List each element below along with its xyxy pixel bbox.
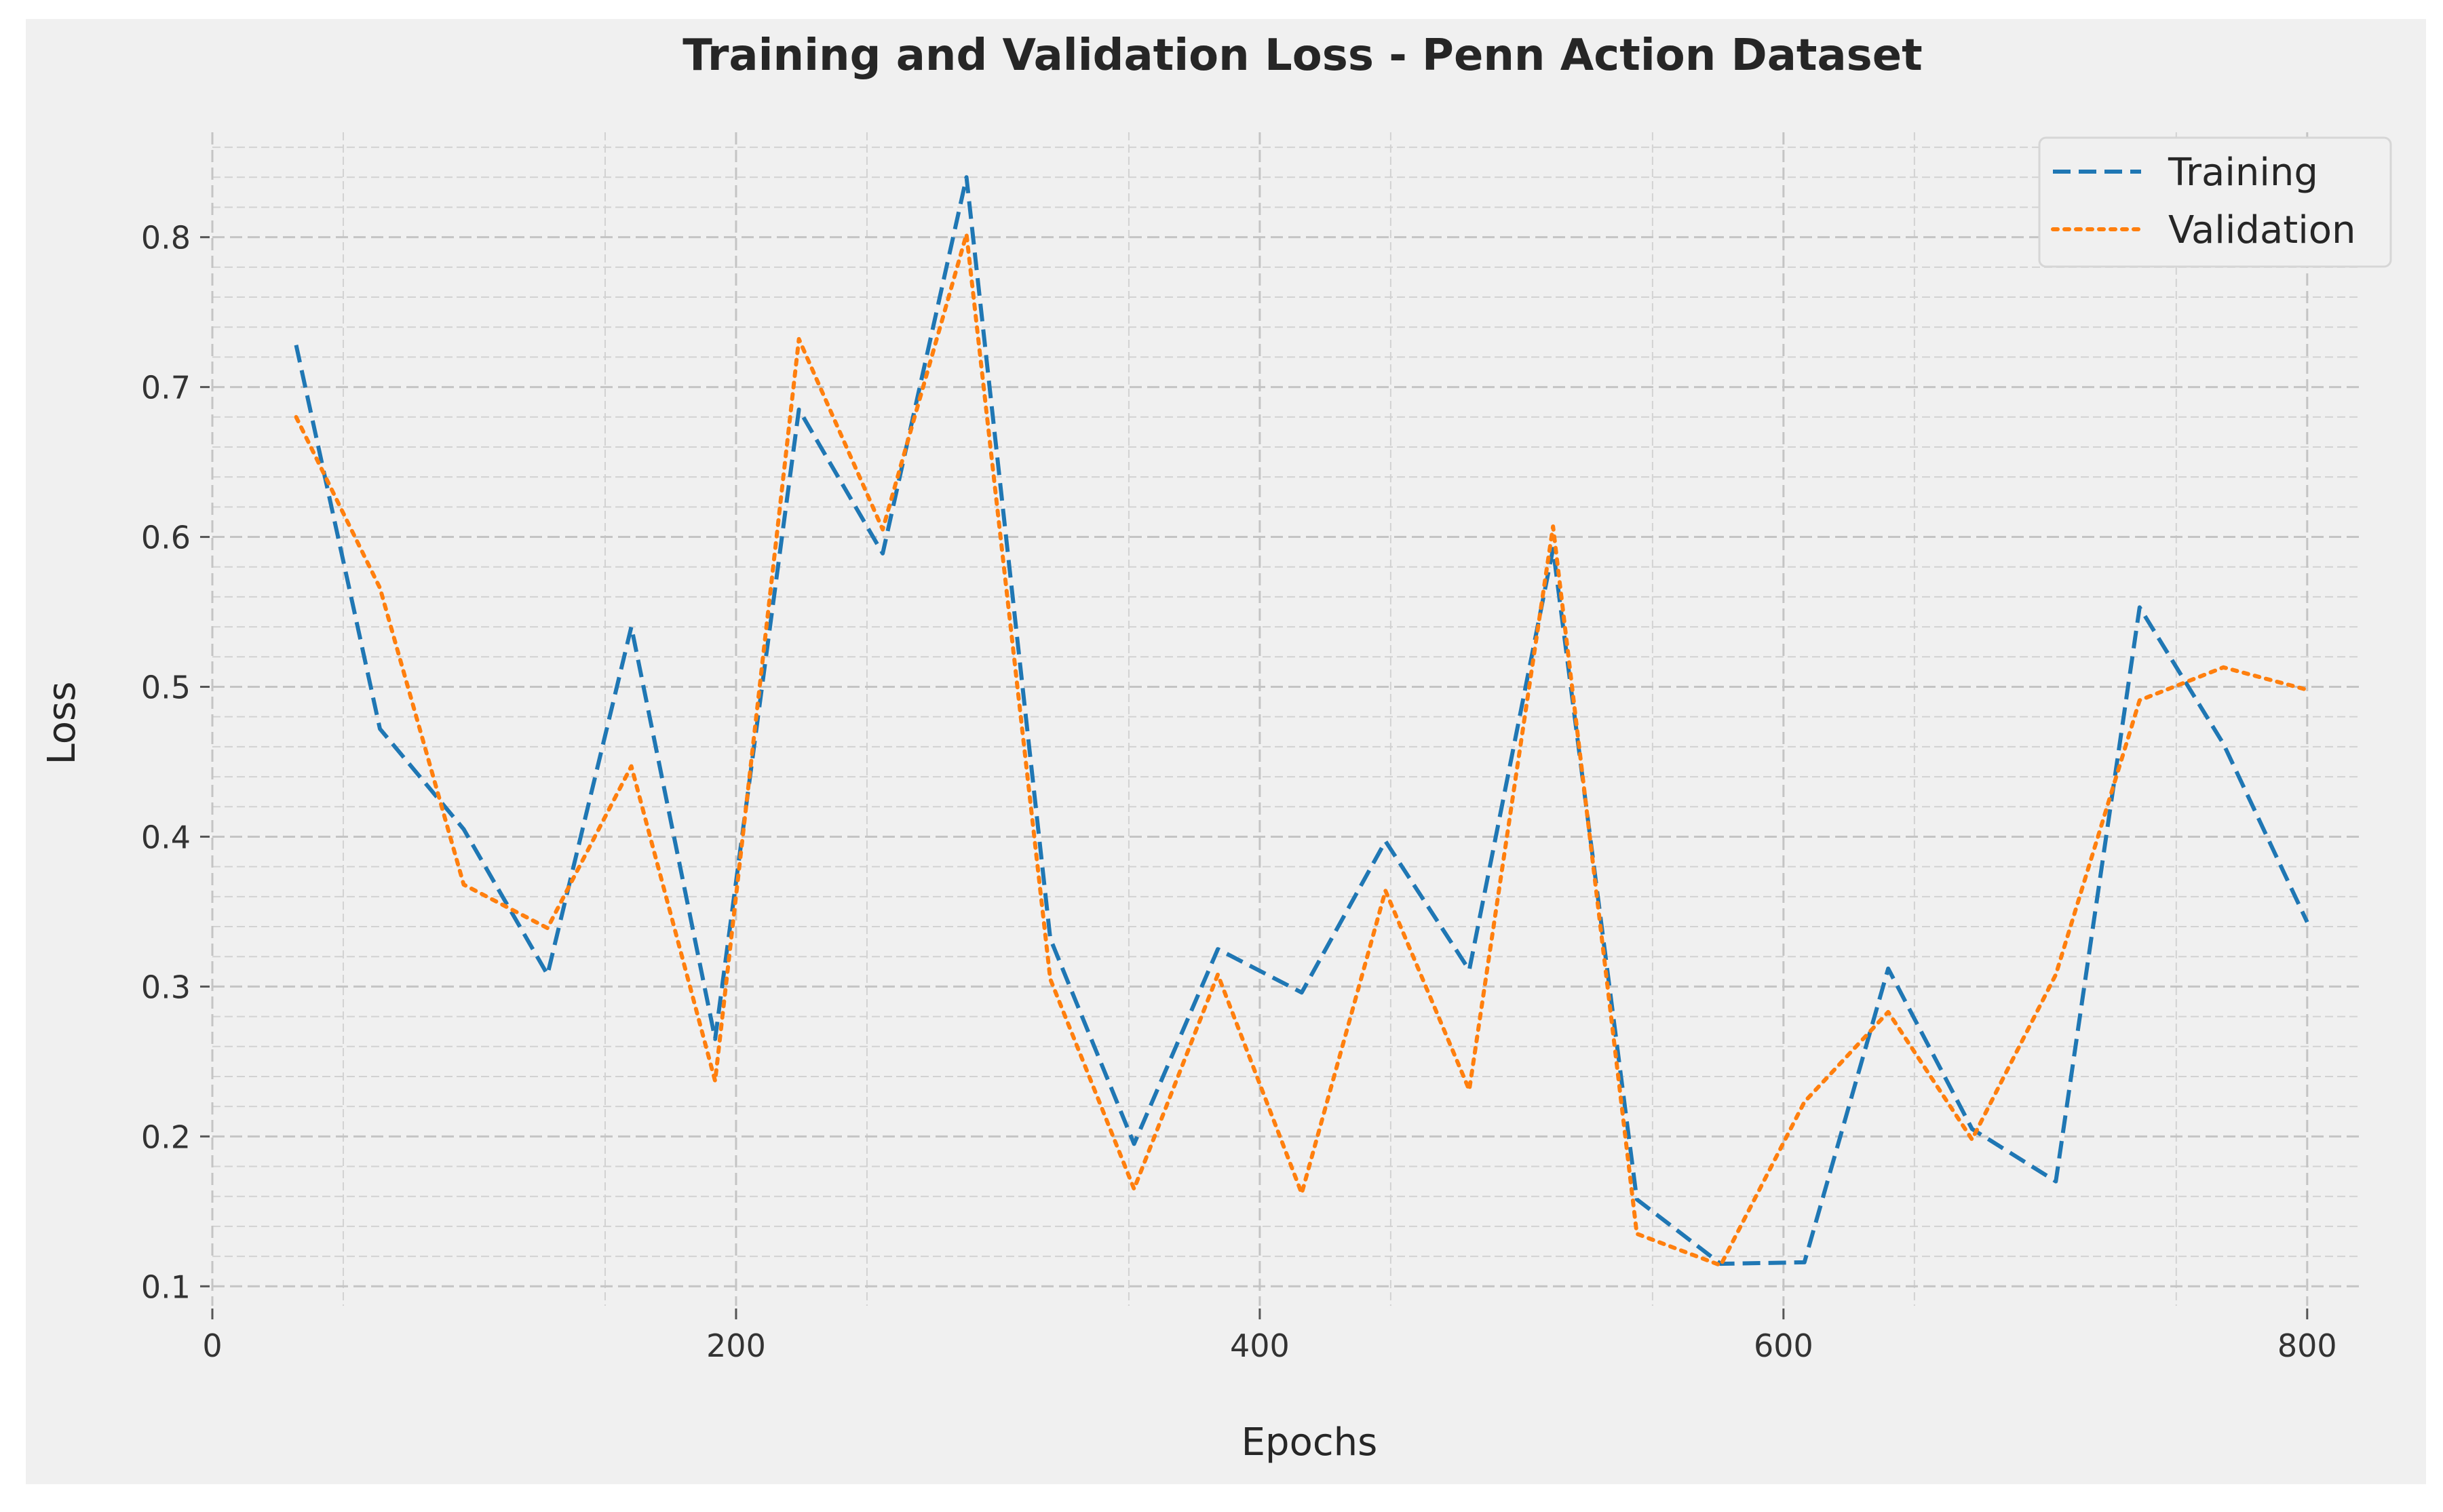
y-tick-label: 0.8 bbox=[141, 220, 191, 256]
y-tick-label: 0.3 bbox=[141, 969, 191, 1005]
series bbox=[294, 175, 2309, 1268]
y-tick-label: 0.5 bbox=[141, 669, 191, 705]
x-tick-label: 0 bbox=[202, 1327, 222, 1364]
y-tick-label: 0.2 bbox=[141, 1119, 191, 1155]
legend-training-label: Training bbox=[2168, 151, 2318, 195]
x-tick-label: 400 bbox=[1230, 1327, 1290, 1364]
axis-ticks: 0.1 0.2 0.3 0.4 0.5 0.6 0.7 0.8 0 200 400 600 800 bbox=[141, 220, 2337, 1364]
y-axis-label: Loss bbox=[40, 682, 84, 765]
legend-validation-label: Validation bbox=[2168, 208, 2356, 252]
x-tick-label: 800 bbox=[2277, 1327, 2337, 1364]
y-tick-label: 0.6 bbox=[141, 520, 191, 556]
chart-title: Training and Validation Loss - Penn Acti… bbox=[682, 31, 1923, 81]
x-tick-label: 600 bbox=[1754, 1327, 1813, 1364]
y-tick-label: 0.4 bbox=[141, 819, 191, 855]
legend-box bbox=[2038, 136, 2392, 268]
x-tick-label: 200 bbox=[706, 1327, 766, 1364]
y-tick-label: 0.7 bbox=[141, 370, 191, 406]
grid bbox=[211, 132, 2360, 1306]
x-axis-label: Epochs bbox=[1242, 1420, 1378, 1465]
series-line-validation bbox=[294, 232, 2309, 1268]
series-line-training bbox=[294, 175, 2309, 1266]
y-tick-label: 0.1 bbox=[141, 1268, 191, 1305]
legend: Training Validation bbox=[2038, 136, 2392, 268]
